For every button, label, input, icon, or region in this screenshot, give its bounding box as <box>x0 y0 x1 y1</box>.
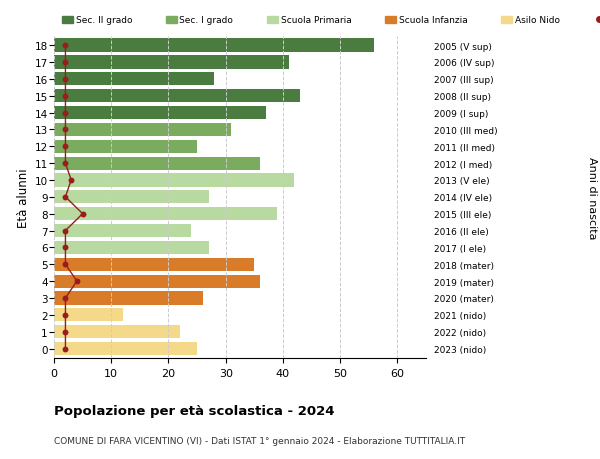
Point <box>61 244 70 252</box>
Point <box>61 312 70 319</box>
Bar <box>54 342 197 355</box>
Text: COMUNE DI FARA VICENTINO (VI) - Dati ISTAT 1° gennaio 2024 - Elaborazione TUTTIT: COMUNE DI FARA VICENTINO (VI) - Dati IST… <box>54 436 465 445</box>
Point <box>61 160 70 168</box>
Point <box>61 295 70 302</box>
Bar <box>54 191 209 204</box>
Bar <box>54 292 203 305</box>
Bar <box>54 140 197 153</box>
Text: Popolazione per età scolastica - 2024: Popolazione per età scolastica - 2024 <box>54 404 335 417</box>
Point <box>61 42 70 50</box>
Point <box>67 177 76 184</box>
Legend: Sec. II grado, Sec. I grado, Scuola Primaria, Scuola Infanzia, Asilo Nido, Stran: Sec. II grado, Sec. I grado, Scuola Prim… <box>59 13 600 29</box>
Point <box>61 93 70 100</box>
Bar <box>54 258 254 271</box>
Point <box>61 328 70 336</box>
Y-axis label: Età alunni: Età alunni <box>17 168 31 227</box>
Point <box>61 76 70 83</box>
Bar <box>54 224 191 238</box>
Bar <box>54 106 266 120</box>
Bar <box>54 241 209 254</box>
Text: Anni di nascita: Anni di nascita <box>587 156 597 239</box>
Point <box>61 143 70 151</box>
Point <box>61 110 70 117</box>
Bar <box>54 90 300 103</box>
Point <box>61 345 70 353</box>
Point <box>61 261 70 269</box>
Point <box>61 194 70 201</box>
Bar <box>54 275 260 288</box>
Point <box>78 211 88 218</box>
Bar <box>54 308 122 322</box>
Point <box>61 227 70 235</box>
Bar <box>54 56 289 69</box>
Point <box>61 59 70 67</box>
Bar <box>54 325 180 338</box>
Point <box>61 126 70 134</box>
Bar <box>54 123 232 137</box>
Bar <box>54 207 277 221</box>
Bar <box>54 157 260 170</box>
Bar <box>54 174 295 187</box>
Bar <box>54 39 374 52</box>
Bar <box>54 73 214 86</box>
Point <box>72 278 82 285</box>
